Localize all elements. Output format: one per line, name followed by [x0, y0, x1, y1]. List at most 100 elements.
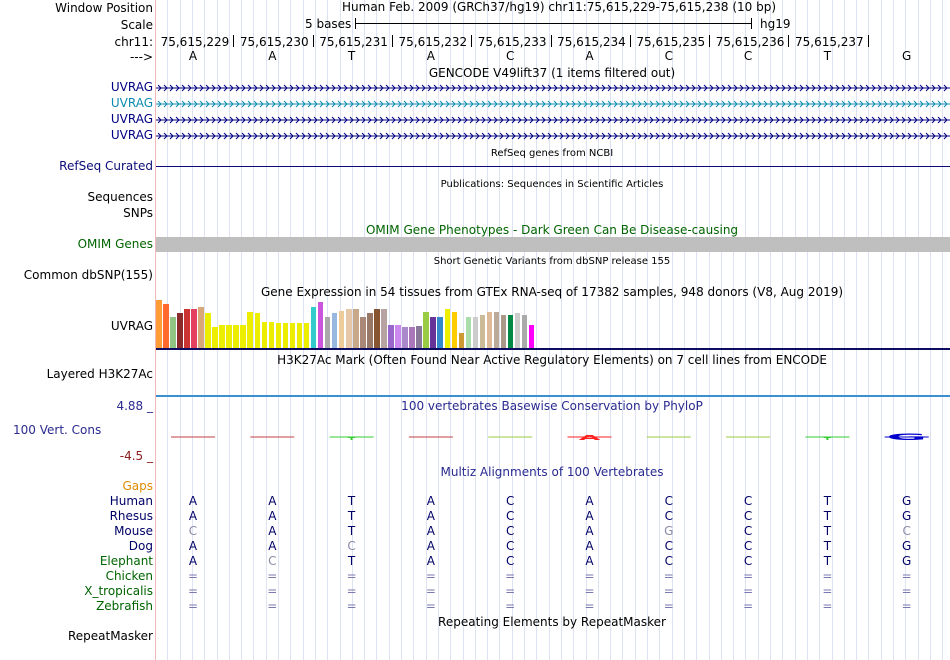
alignment-base: C	[268, 554, 277, 568]
gtex-tissue-bar[interactable]	[338, 310, 345, 348]
gtex-tissue-bar[interactable]	[500, 314, 507, 348]
gtex-tissue-bar[interactable]	[324, 316, 331, 348]
gtex-tissue-bar[interactable]	[521, 314, 528, 348]
alignment-base: C	[347, 539, 356, 553]
scale-text: 5 bases	[305, 17, 352, 31]
gtex-tissue-bar[interactable]	[437, 316, 443, 348]
reference-base: A	[268, 49, 277, 63]
phylop-track-title[interactable]: 100 vertebrates Basewise Conservation by…	[401, 399, 703, 413]
gtex-tissue-bar[interactable]	[205, 313, 211, 348]
publications-track-title[interactable]: Publications: Sequences in Scientific Ar…	[440, 179, 664, 190]
gtex-tissue-bar[interactable]	[296, 322, 303, 348]
gtex-tissue-bar[interactable]	[353, 309, 359, 348]
gtex-tissue-bar[interactable]	[367, 313, 373, 348]
species-label[interactable]: Rhesus	[109, 509, 153, 523]
alignment-base: =	[822, 599, 833, 613]
refseq-track-title[interactable]: RefSeq genes from NCBI	[490, 148, 614, 159]
refseq-label[interactable]: RefSeq Curated	[59, 159, 153, 173]
gtex-tissue-bar[interactable]	[360, 316, 366, 348]
species-label[interactable]: Mouse	[114, 524, 153, 538]
refseq-gene-line[interactable]	[156, 166, 950, 167]
gtex-tissue-bar[interactable]	[233, 324, 239, 348]
gencode-transcripts[interactable]	[156, 80, 950, 144]
gencode-row-label-1[interactable]: UVRAG	[110, 80, 153, 94]
species-label[interactable]: Elephant	[99, 554, 153, 568]
gencode-row-label-3[interactable]: UVRAG	[110, 112, 153, 126]
gencode-row-label-2[interactable]: UVRAG	[110, 96, 153, 110]
ruler-tick	[709, 35, 711, 47]
alignment-base: =	[425, 599, 436, 613]
h3k27ac-signal-line[interactable]	[156, 395, 950, 397]
dbsnp-label[interactable]: Common dbSNP(155)	[23, 268, 153, 282]
phylop-label[interactable]: 100 Vert. Cons	[13, 423, 102, 437]
gtex-tissue-bar[interactable]	[275, 322, 282, 348]
gtex-tissue-bar[interactable]	[198, 307, 204, 348]
gtex-tissue-bar[interactable]	[444, 309, 451, 348]
gtex-tissue-bar[interactable]	[254, 313, 261, 348]
gtex-tissue-bar[interactable]	[493, 312, 500, 348]
gtex-tissue-bar[interactable]	[423, 311, 429, 348]
gtex-tissue-bar[interactable]	[395, 324, 401, 348]
gtex-bar-chart[interactable]	[156, 300, 536, 348]
gtex-tissue-bar[interactable]	[486, 312, 493, 348]
omim-gene-bar[interactable]	[156, 237, 950, 252]
species-label[interactable]: Chicken	[105, 569, 153, 583]
gtex-tissue-bar[interactable]	[240, 324, 246, 348]
gtex-tissue-bar[interactable]	[317, 301, 324, 348]
multiz-track-title[interactable]: Multiz Alignments of 100 Vertebrates	[440, 465, 664, 479]
gtex-tissue-bar[interactable]	[388, 324, 394, 348]
gtex-tissue-bar[interactable]	[402, 327, 408, 348]
omim-label[interactable]: OMIM Genes	[77, 237, 153, 251]
gtex-tissue-bar[interactable]	[514, 312, 521, 348]
gtex-tissue-bar[interactable]	[451, 311, 458, 348]
gtex-tissue-bar[interactable]	[191, 308, 197, 348]
snps-label[interactable]: SNPs	[123, 206, 153, 220]
species-label[interactable]: Dog	[128, 539, 153, 553]
repeatmasker-track-title[interactable]: Repeating Elements by RepeatMasker	[438, 615, 666, 629]
gtex-tissue-bar[interactable]	[261, 321, 268, 348]
h3k27ac-label[interactable]: Layered H3K27Ac	[46, 367, 153, 381]
gtex-tissue-bar[interactable]	[528, 324, 535, 348]
gtex-tissue-bar[interactable]	[416, 326, 422, 348]
h3k27ac-track-title[interactable]: H3K27Ac Mark (Often Found Near Active Re…	[277, 353, 827, 367]
gtex-label[interactable]: UVRAG	[110, 319, 153, 333]
dbsnp-track-title[interactable]: Short Genetic Variants from dbSNP releas…	[433, 256, 671, 267]
omim-track-title[interactable]: OMIM Gene Phenotypes - Dark Green Can Be…	[365, 223, 739, 237]
gtex-tissue-bar[interactable]	[268, 321, 275, 348]
gtex-tissue-bar[interactable]	[156, 300, 162, 348]
gtex-tissue-bar[interactable]	[212, 327, 218, 348]
gtex-tissue-bar[interactable]	[458, 332, 465, 348]
gtex-tissue-bar[interactable]	[472, 316, 479, 348]
gencode-row-label-4[interactable]: UVRAG	[110, 128, 153, 142]
gtex-tissue-bar[interactable]	[374, 309, 380, 348]
gtex-tissue-bar[interactable]	[507, 314, 514, 348]
gtex-tissue-bar[interactable]	[479, 314, 486, 348]
gtex-tissue-bar[interactable]	[226, 324, 232, 348]
gtex-track-title[interactable]: Gene Expression in 54 tissues from GTEx …	[260, 285, 844, 299]
gtex-tissue-bar[interactable]	[346, 309, 352, 348]
gtex-tissue-bar[interactable]	[409, 327, 415, 348]
repeatmasker-label[interactable]: RepeatMasker	[67, 629, 153, 643]
alignment-base: A	[426, 524, 435, 538]
gtex-tissue-bar[interactable]	[177, 312, 183, 348]
alignment-base: =	[505, 584, 516, 598]
gtex-tissue-bar[interactable]	[310, 307, 317, 348]
gtex-tissue-bar[interactable]	[331, 312, 338, 348]
gtex-tissue-bar[interactable]	[184, 308, 190, 348]
publications-label[interactable]: Sequences	[87, 190, 153, 204]
gtex-tissue-bar[interactable]	[247, 311, 253, 348]
gtex-tissue-bar[interactable]	[163, 304, 169, 348]
gtex-tissue-bar[interactable]	[170, 316, 176, 348]
species-label[interactable]: X_tropicalis	[84, 584, 153, 598]
gtex-tissue-bar[interactable]	[282, 322, 289, 348]
gtex-tissue-bar[interactable]	[289, 322, 296, 348]
gtex-tissue-bar[interactable]	[430, 316, 436, 348]
species-label[interactable]: Zebrafish	[96, 599, 153, 613]
gtex-tissue-bar[interactable]	[381, 309, 387, 348]
species-label[interactable]: Human	[109, 494, 153, 508]
gencode-track-title[interactable]: GENCODE V49lift37 (1 items filtered out)	[428, 66, 676, 80]
gtex-tissue-bar[interactable]	[465, 316, 472, 348]
gtex-tissue-bar[interactable]	[219, 324, 225, 348]
gtex-tissue-bar[interactable]	[303, 322, 310, 348]
